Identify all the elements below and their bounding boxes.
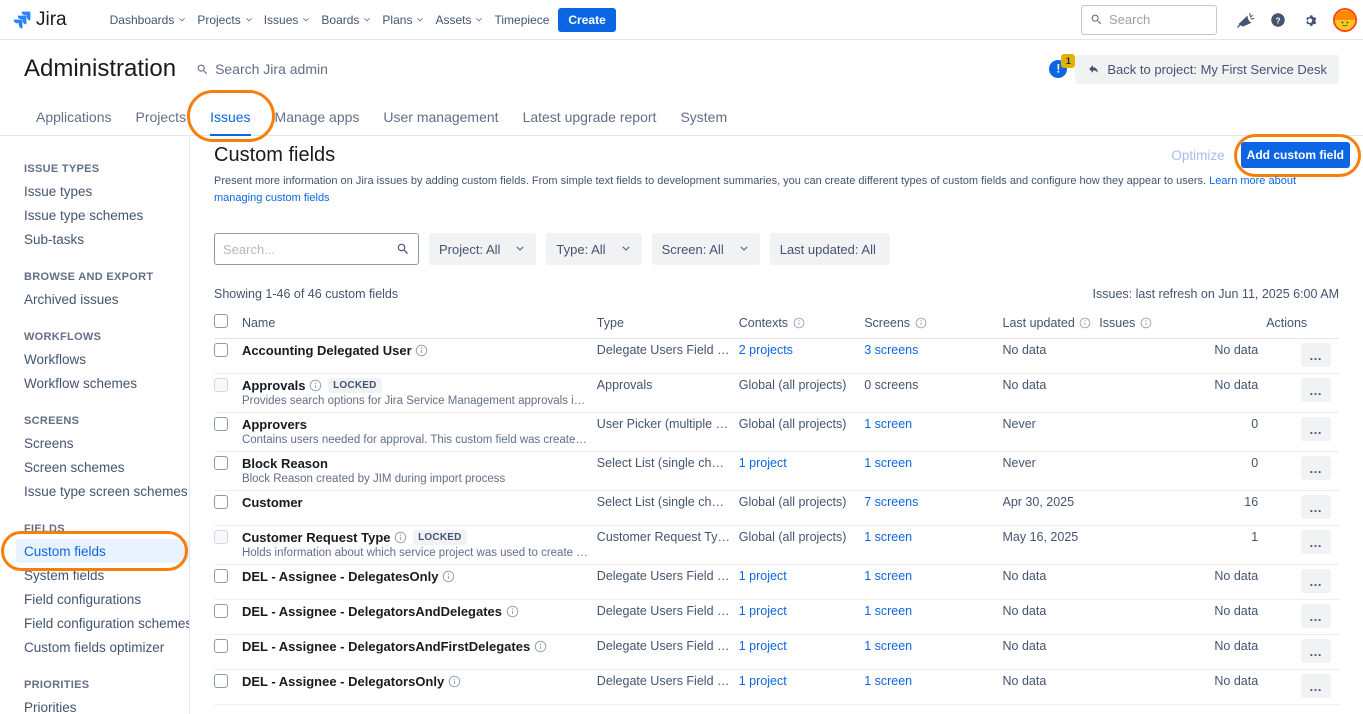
svg-text:?: ? bbox=[1275, 16, 1280, 25]
